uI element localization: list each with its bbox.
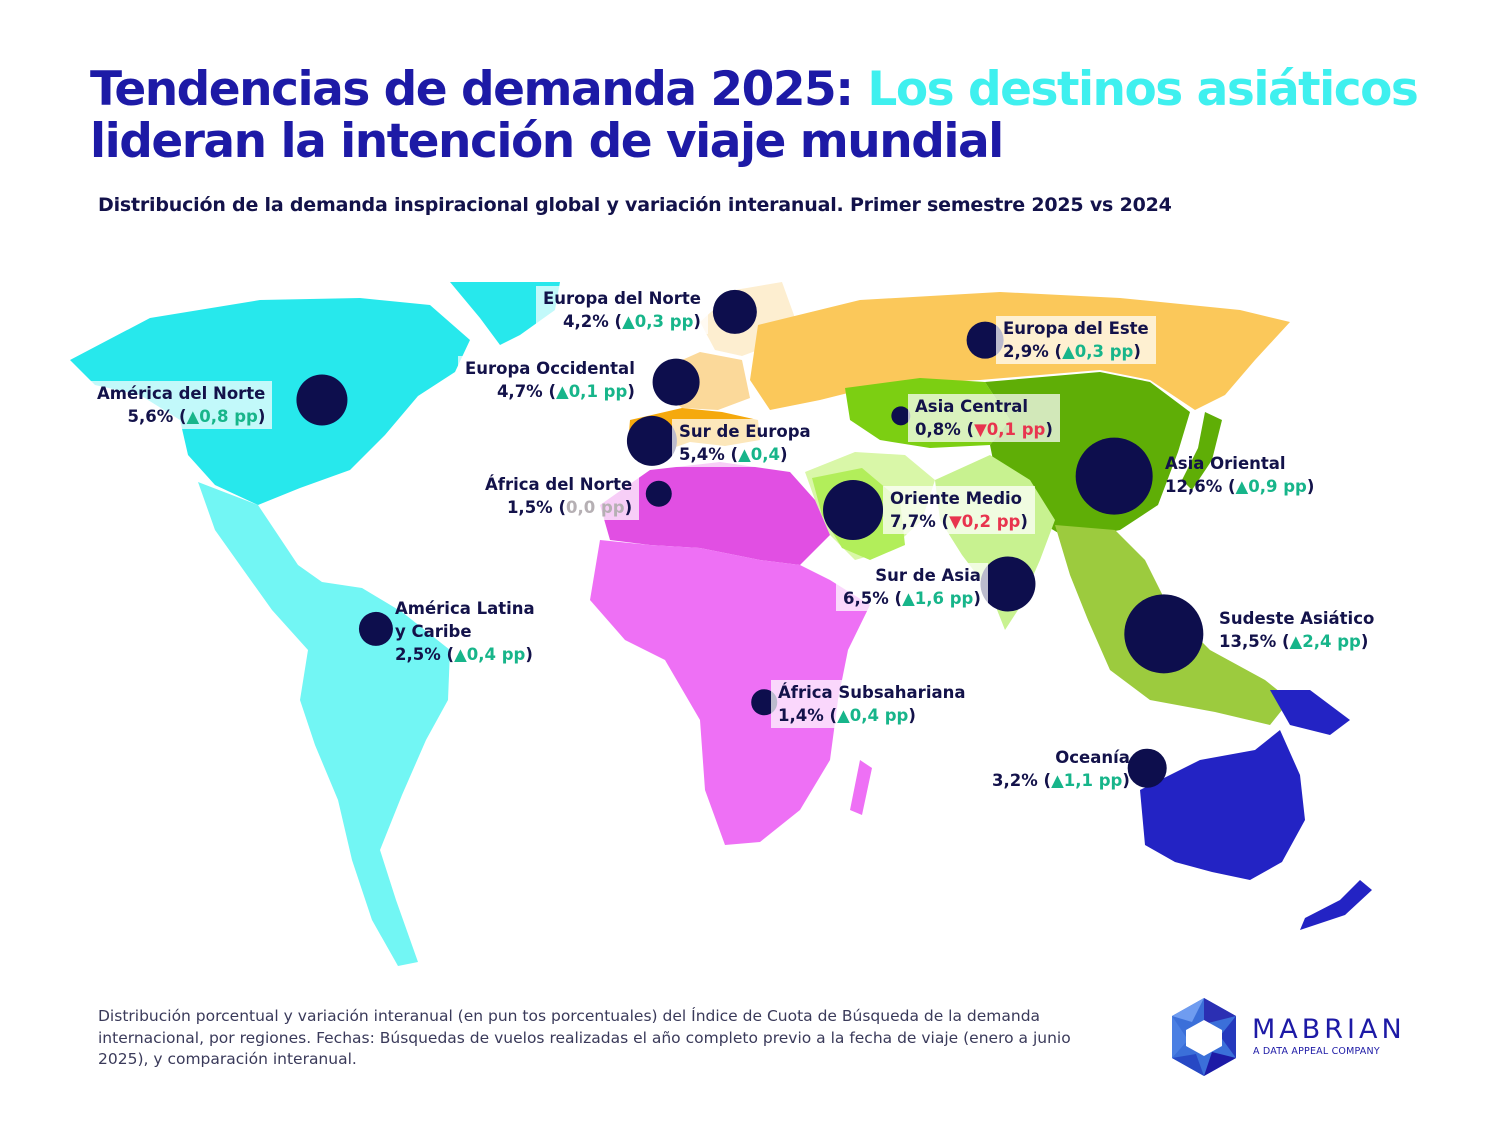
region-name: África Subsahariana bbox=[778, 683, 966, 702]
region-change: ▲0,9 pp bbox=[1235, 477, 1307, 496]
region-shape-oceania bbox=[1140, 730, 1305, 880]
region-name-line-2: y Caribe bbox=[395, 622, 472, 641]
title-part-1: Tendencias de demanda 2025: bbox=[90, 62, 868, 117]
label-oriente-medio: Oriente Medio 7,7% (▼0,2 pp) bbox=[883, 486, 1035, 534]
region-change: ▲1,6 pp bbox=[902, 589, 974, 608]
region-name: África del Norte bbox=[485, 475, 633, 494]
region-name: Oceanía bbox=[1055, 748, 1130, 767]
region-share: 2,5% bbox=[395, 645, 441, 664]
title-part-2: lideran la intención de viaje mundial bbox=[90, 114, 1004, 169]
region-share: 5,6% bbox=[127, 407, 174, 426]
label-sur-asia: Sur de Asia 6,5% (▲1,6 pp) bbox=[836, 563, 988, 611]
bubble-asia-central bbox=[891, 406, 911, 426]
label-africa-subsahariana: África Subsahariana 1,4% (▲0,4 pp) bbox=[771, 680, 973, 728]
region-shape-america-latina bbox=[198, 482, 450, 966]
bubble-sur-europa bbox=[626, 415, 678, 467]
bubble-sudeste-asiatico bbox=[1124, 594, 1204, 674]
region-change: 0,0 pp bbox=[566, 498, 625, 517]
region-share: 1,4% bbox=[778, 706, 824, 725]
region-name: Europa del Este bbox=[1003, 319, 1149, 338]
region-change: ▲0,8 pp bbox=[186, 407, 258, 426]
region-change: ▲0,1 pp bbox=[556, 382, 628, 401]
region-share: 2,9% bbox=[1003, 342, 1049, 361]
region-change: ▲0,3 pp bbox=[622, 312, 694, 331]
bubble-europa-norte bbox=[712, 289, 758, 335]
region-name: Oriente Medio bbox=[890, 489, 1022, 508]
region-change: ▲0,3 pp bbox=[1062, 342, 1134, 361]
region-change: ▲0,4 bbox=[738, 445, 780, 464]
region-name: Sur de Asia bbox=[875, 566, 981, 585]
region-share: 0,8% bbox=[915, 420, 961, 439]
label-europa-norte: Europa del Norte 4,2% (▲0,3 pp) bbox=[536, 286, 708, 334]
region-shape-africa-subsahariana bbox=[590, 540, 870, 845]
logo-brand: MABRIAN bbox=[1252, 1014, 1406, 1045]
region-share: 7,7% bbox=[890, 512, 936, 531]
region-change: ▼0,2 pp bbox=[949, 512, 1021, 531]
region-name: América del Norte bbox=[97, 384, 266, 403]
region-name: Sur de Europa bbox=[679, 422, 811, 441]
label-europa-este: Europa del Este 2,9% (▲0,3 pp) bbox=[996, 316, 1156, 364]
region-shape-new-guinea bbox=[1270, 690, 1350, 735]
region-share: 6,5% bbox=[843, 589, 889, 608]
region-change: ▲0,4 pp bbox=[837, 706, 909, 725]
label-sudeste-asiatico: Sudeste Asiático 13,5% (▲2,4 pp) bbox=[1219, 609, 1375, 651]
region-share: 12,6% bbox=[1165, 477, 1223, 496]
label-america-norte: América del Norte 5,6% (▲0,8 pp) bbox=[90, 381, 273, 429]
region-share: 1,5% bbox=[506, 498, 553, 517]
region-shape-madagascar bbox=[850, 760, 872, 815]
region-name: Sudeste Asiático bbox=[1219, 609, 1375, 628]
label-asia-central: Asia Central 0,8% (▼0,1 pp) bbox=[908, 394, 1060, 442]
logo-tagline: A DATA APPEAL COMPANY bbox=[1253, 1046, 1380, 1057]
bubble-africa-norte bbox=[645, 480, 673, 508]
bubble-oceania bbox=[1127, 748, 1167, 788]
title-highlight: Los destinos asiáticos bbox=[867, 62, 1418, 117]
region-share: 5,4% bbox=[679, 445, 725, 464]
label-america-latina: América Latina y Caribe 2,5% (▲0,4 pp) bbox=[395, 599, 535, 664]
mabrian-logo bbox=[1172, 998, 1236, 1076]
label-sur-europa: Sur de Europa 5,4% (▲0,4) bbox=[672, 419, 818, 467]
region-change: ▲2,4 pp bbox=[1289, 632, 1361, 651]
label-asia-oriental: Asia Oriental 12,6% (▲0,9 pp) bbox=[1165, 454, 1315, 496]
region-shape-greenland bbox=[450, 282, 560, 345]
label-oceania: Oceanía 3,2% (▲1,1 pp) bbox=[992, 748, 1130, 790]
region-name: Europa Occidental bbox=[465, 359, 635, 378]
region-name: Europa del Norte bbox=[543, 289, 701, 308]
footnote: Distribución porcentual y variación inte… bbox=[98, 1007, 1071, 1068]
region-name: Asia Central bbox=[915, 397, 1028, 416]
region-share: 4,7% bbox=[496, 382, 543, 401]
region-share: 4,2% bbox=[563, 312, 609, 331]
region-name-line-1: América Latina bbox=[395, 599, 535, 618]
region-change: ▲1,1 pp bbox=[1051, 771, 1123, 790]
region-change: ▼0,1 pp bbox=[974, 420, 1046, 439]
label-europa-occidental: Europa Occidental 4,7% (▲0,1 pp) bbox=[458, 356, 642, 404]
label-africa-norte: África del Norte 1,5% (0,0 pp) bbox=[478, 472, 640, 520]
bubble-oriente-medio bbox=[823, 480, 883, 540]
bubble-sur-asia bbox=[980, 556, 1036, 612]
region-name: Asia Oriental bbox=[1165, 454, 1286, 473]
bubble-asia-oriental bbox=[1075, 437, 1153, 515]
page-title: Tendencias de demanda 2025: Los destinos… bbox=[90, 64, 1430, 168]
region-shape-japan bbox=[1182, 412, 1222, 490]
region-share: 3,2% bbox=[992, 771, 1038, 790]
bubble-america-latina bbox=[358, 611, 394, 647]
region-shape-new-zealand bbox=[1300, 880, 1372, 930]
bubble-america-norte bbox=[296, 374, 348, 426]
region-change: ▲0,4 pp bbox=[454, 645, 526, 664]
region-share: 13,5% bbox=[1219, 632, 1277, 651]
page-subtitle: Distribución de la demanda inspiracional… bbox=[98, 194, 1172, 216]
bubble-europa-occidental bbox=[652, 358, 700, 406]
